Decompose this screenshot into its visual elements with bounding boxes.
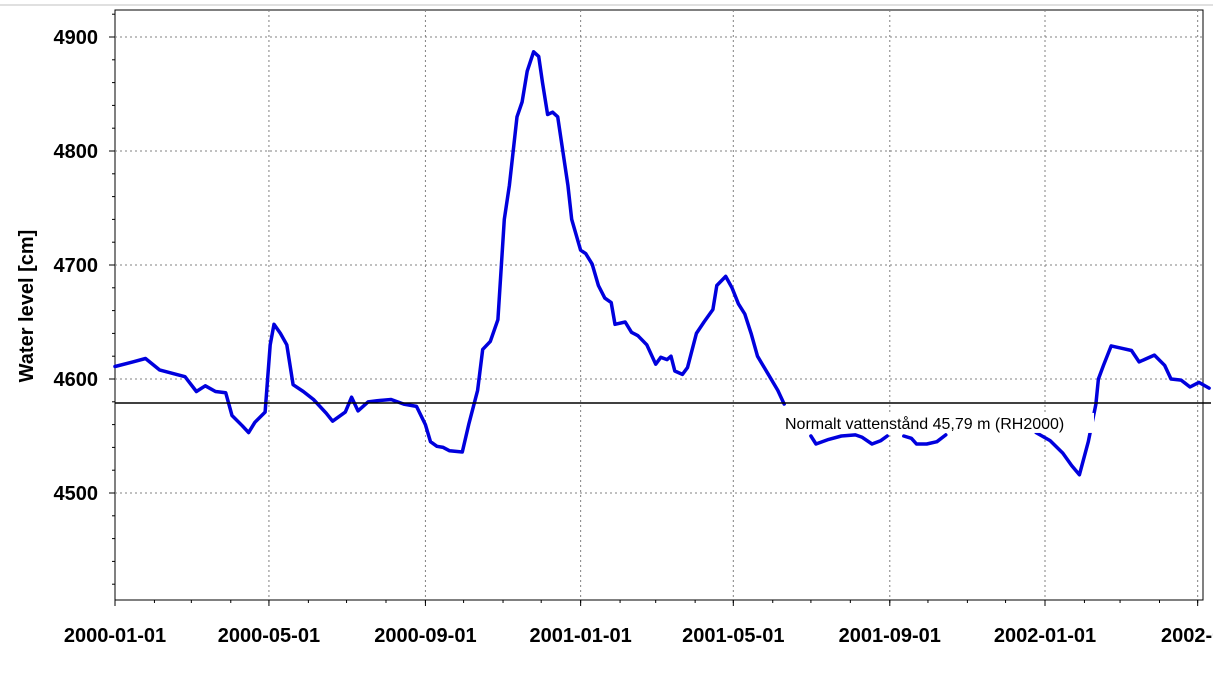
water-level-line — [809, 433, 889, 446]
x-tick-label: 2000-01-01 — [64, 625, 166, 647]
y-tick-label: 4800 — [54, 141, 99, 163]
reference-line-label: Normalt vattenstånd 45,79 m (RH2000) — [785, 415, 1064, 433]
x-tick-label: 2000-09-01 — [374, 625, 476, 647]
x-tick-label: 2000-05-01 — [218, 625, 320, 647]
x-tick-label: 2001-05-01 — [682, 625, 784, 647]
y-tick-label: 4600 — [54, 369, 99, 391]
water-level-line — [113, 50, 786, 454]
y-tick-label: 4500 — [54, 483, 99, 505]
x-tick-label: 2001-01-01 — [529, 625, 631, 647]
x-tick-label: 2002-05 — [1161, 625, 1213, 647]
y-tick-label: 4700 — [54, 255, 99, 277]
x-tick-label: 2002-01-01 — [994, 625, 1096, 647]
water-level-line — [1034, 344, 1211, 477]
plot-frame — [114, 9, 1204, 601]
y-tick-label: 4900 — [54, 27, 99, 49]
x-tick-label: 2001-09-01 — [839, 625, 941, 647]
water-level-line — [902, 433, 948, 446]
y-axis-label: Water level [cm] — [16, 230, 38, 383]
reference-label-background — [784, 412, 1094, 433]
